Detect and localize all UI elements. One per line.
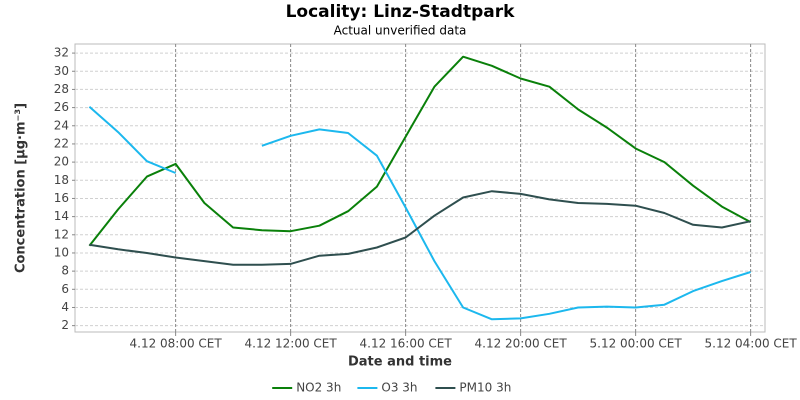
legend-label: NO2 3h (296, 381, 341, 395)
x-tick-label: 4.12 08:00 CET (130, 337, 223, 351)
y-tick-label: 14 (54, 209, 69, 223)
y-tick-label: 22 (54, 136, 69, 150)
series-line (88, 105, 751, 321)
chart-title: Locality: Linz-Stadtpark (286, 2, 516, 22)
series-line (88, 55, 752, 247)
y-tick-label: 20 (54, 155, 69, 169)
y-tick-label: 30 (54, 64, 69, 78)
x-tick-label: 4.12 16:00 CET (360, 337, 453, 351)
y-tick-label: 18 (54, 173, 69, 187)
y-tick-label: 4 (61, 300, 69, 314)
x-axis-label: Date and time (348, 355, 452, 370)
y-tick-label: 16 (54, 191, 69, 205)
x-tick-label: 5.12 04:00 CET (705, 337, 798, 351)
y-tick-label: 32 (54, 46, 69, 60)
y-tick-label: 10 (54, 245, 69, 259)
y-tick-label: 2 (61, 318, 69, 332)
plot-frame (74, 43, 766, 333)
y-tick-label: 26 (54, 100, 69, 114)
y-tick-label: 8 (61, 264, 69, 278)
x-tick-label: 5.12 00:00 CET (590, 337, 683, 351)
y-tick-label: 6 (61, 282, 69, 296)
series-line (89, 190, 751, 266)
chart-subtitle: Actual unverified data (334, 24, 467, 38)
x-tick-label: 4.12 12:00 CET (245, 337, 338, 351)
y-axis-label: Concentration [µg·m⁻³] (14, 103, 29, 273)
x-tick-label: 4.12 20:00 CET (475, 337, 568, 351)
legend-label: O3 3h (381, 381, 417, 395)
legend-label: PM10 3h (459, 381, 511, 395)
y-tick-label: 28 (54, 82, 69, 96)
y-tick-label: 12 (54, 227, 69, 241)
y-tick-label: 24 (54, 118, 69, 132)
